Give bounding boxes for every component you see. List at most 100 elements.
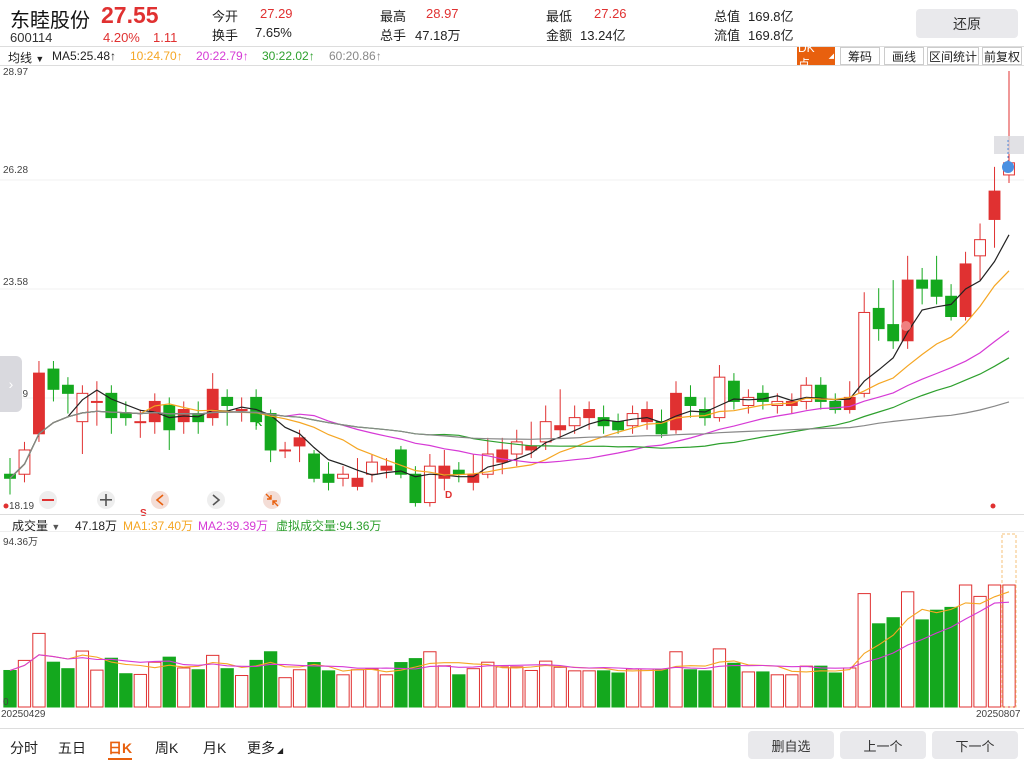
candle-3 bbox=[47, 360, 60, 402]
candle-2 bbox=[33, 360, 45, 442]
candle-38 bbox=[554, 389, 567, 438]
volume-bar-29 bbox=[423, 651, 437, 708]
signal-marker-1[interactable]: S bbox=[140, 508, 147, 519]
zoom-in-button[interactable] bbox=[97, 491, 115, 509]
ma-selector[interactable]: 均线 ▼ bbox=[8, 49, 44, 66]
volume-bar-50 bbox=[727, 662, 741, 708]
zoom-out-button[interactable] bbox=[39, 491, 57, 509]
quote-value-5: 47.18万 bbox=[415, 28, 461, 43]
draw-line-button[interactable]: 画线 bbox=[884, 47, 924, 65]
tab-five-day[interactable]: 五日 bbox=[58, 740, 86, 756]
volume-legend-bar: 成交量 ▼ 47.18万 MA1:37.40万 MA2:39.39万 虚拟成交量… bbox=[0, 514, 1024, 534]
signal-marker-2[interactable]: D bbox=[445, 490, 453, 501]
chevron-right-icon: › bbox=[8, 376, 14, 392]
tab-daily-k[interactable]: 日K bbox=[108, 738, 133, 760]
candle-1 bbox=[18, 441, 31, 483]
volume-bar-4 bbox=[61, 668, 75, 708]
volume-selector-label: 成交量 bbox=[12, 519, 49, 533]
candle-49 bbox=[713, 365, 726, 422]
volume-bar-51 bbox=[741, 671, 756, 708]
sell-dot-icon bbox=[1002, 161, 1014, 173]
volume-bar-20 bbox=[292, 669, 307, 708]
quote-label-5: 总手 bbox=[380, 28, 407, 43]
volume-bar-53 bbox=[770, 674, 785, 708]
scroll-right-button[interactable] bbox=[207, 491, 225, 509]
candle-14 bbox=[206, 373, 219, 426]
volume-bar-56 bbox=[814, 665, 828, 708]
forward-adjust-button[interactable]: 前复权 bbox=[982, 47, 1022, 65]
bottom-toolbar: 分时 五日 日K 周K 月K 更多 ◢ 删自选 上一个 下一个 bbox=[0, 728, 1024, 768]
quote-label-1: 最高 bbox=[380, 9, 407, 24]
candle-21 bbox=[308, 449, 320, 483]
candle-66 bbox=[959, 251, 972, 321]
tab-intraday[interactable]: 分时 bbox=[10, 740, 38, 756]
quote-value-3: 169.8亿 bbox=[748, 9, 794, 24]
dk-point-button[interactable]: DK点 ◢ bbox=[797, 41, 835, 71]
candle-47 bbox=[684, 385, 697, 418]
volume-ma2-line bbox=[9, 601, 1010, 672]
chevron-left-icon bbox=[151, 491, 169, 509]
volume-bar-16 bbox=[234, 675, 249, 708]
candle-35 bbox=[510, 429, 523, 467]
remove-watchlist-button[interactable]: 删自选 bbox=[748, 731, 834, 759]
virtual-volume: 虚拟成交量:94.36万 bbox=[276, 519, 382, 533]
volume-bar-46 bbox=[669, 651, 683, 708]
dk-point-label: DK点 bbox=[798, 40, 815, 71]
side-expand-handle[interactable]: › bbox=[0, 356, 22, 412]
volume-bar-23 bbox=[336, 674, 350, 708]
collapse-button[interactable] bbox=[263, 491, 281, 509]
candle-5 bbox=[76, 385, 89, 455]
start-dot-icon bbox=[3, 503, 9, 509]
volume-bar-26 bbox=[379, 674, 394, 708]
restore-button[interactable]: 还原 bbox=[916, 9, 1018, 38]
volume-bar-63 bbox=[915, 619, 929, 708]
candle-44 bbox=[641, 401, 653, 430]
volume-bar-43 bbox=[625, 668, 640, 708]
volume-bar-15 bbox=[220, 668, 234, 708]
volume-ma2: MA2:39.39万 bbox=[198, 519, 269, 533]
scroll-left-button[interactable] bbox=[151, 491, 169, 509]
volume-bar-34 bbox=[495, 666, 509, 708]
tab-monthly-k[interactable]: 月K bbox=[203, 740, 227, 756]
chips-button[interactable]: 筹码 bbox=[840, 47, 880, 65]
ma10-value: 10:24.70↑ bbox=[130, 49, 183, 63]
quote-label-4: 换手 bbox=[212, 28, 239, 43]
volume-bar-69 bbox=[1002, 584, 1016, 708]
volume-chart[interactable] bbox=[0, 532, 1024, 708]
candle-64 bbox=[930, 255, 943, 305]
volume-bar-1 bbox=[17, 659, 32, 708]
candle-62 bbox=[901, 255, 914, 349]
ma5-line bbox=[9, 234, 1010, 479]
volume-bar-21 bbox=[307, 662, 321, 708]
signal-marker-0[interactable]: K bbox=[255, 418, 263, 429]
interval-stats-button[interactable]: 区间统计 bbox=[927, 47, 979, 65]
volume-bar-40 bbox=[582, 670, 596, 708]
chevron-right-icon bbox=[207, 491, 225, 509]
volume-bar-6 bbox=[90, 669, 104, 708]
candle-61 bbox=[887, 280, 900, 349]
volume-bar-11 bbox=[162, 656, 176, 708]
candle-19 bbox=[279, 441, 292, 459]
volume-selector[interactable]: 成交量 ▼ bbox=[12, 517, 60, 534]
latest-dot-icon bbox=[990, 503, 996, 509]
candle-40 bbox=[583, 401, 596, 430]
candle-16 bbox=[235, 397, 248, 422]
candle-63 bbox=[916, 267, 929, 305]
volume-bar-42 bbox=[611, 672, 625, 708]
caret-down-icon: ▼ bbox=[51, 522, 61, 532]
volume-bar-54 bbox=[785, 674, 799, 708]
next-stock-button[interactable]: 下一个 bbox=[932, 731, 1018, 759]
previous-stock-button[interactable]: 上一个 bbox=[840, 731, 926, 759]
change-percent: 4.20% bbox=[103, 30, 140, 45]
tab-weekly-k[interactable]: 周K bbox=[155, 740, 179, 756]
candlestick-chart[interactable] bbox=[0, 66, 1024, 514]
candle-4 bbox=[61, 377, 74, 414]
volume-tick-top: 94.36万 bbox=[3, 537, 39, 548]
corner-triangle-icon: ◢ bbox=[828, 53, 834, 60]
candle-23 bbox=[337, 466, 349, 487]
candle-50 bbox=[727, 373, 740, 410]
date-start: 20250429 bbox=[1, 709, 46, 720]
volume-bar-19 bbox=[278, 677, 292, 708]
candle-39 bbox=[568, 405, 581, 434]
tab-more[interactable]: 更多 ◢ bbox=[247, 738, 283, 758]
